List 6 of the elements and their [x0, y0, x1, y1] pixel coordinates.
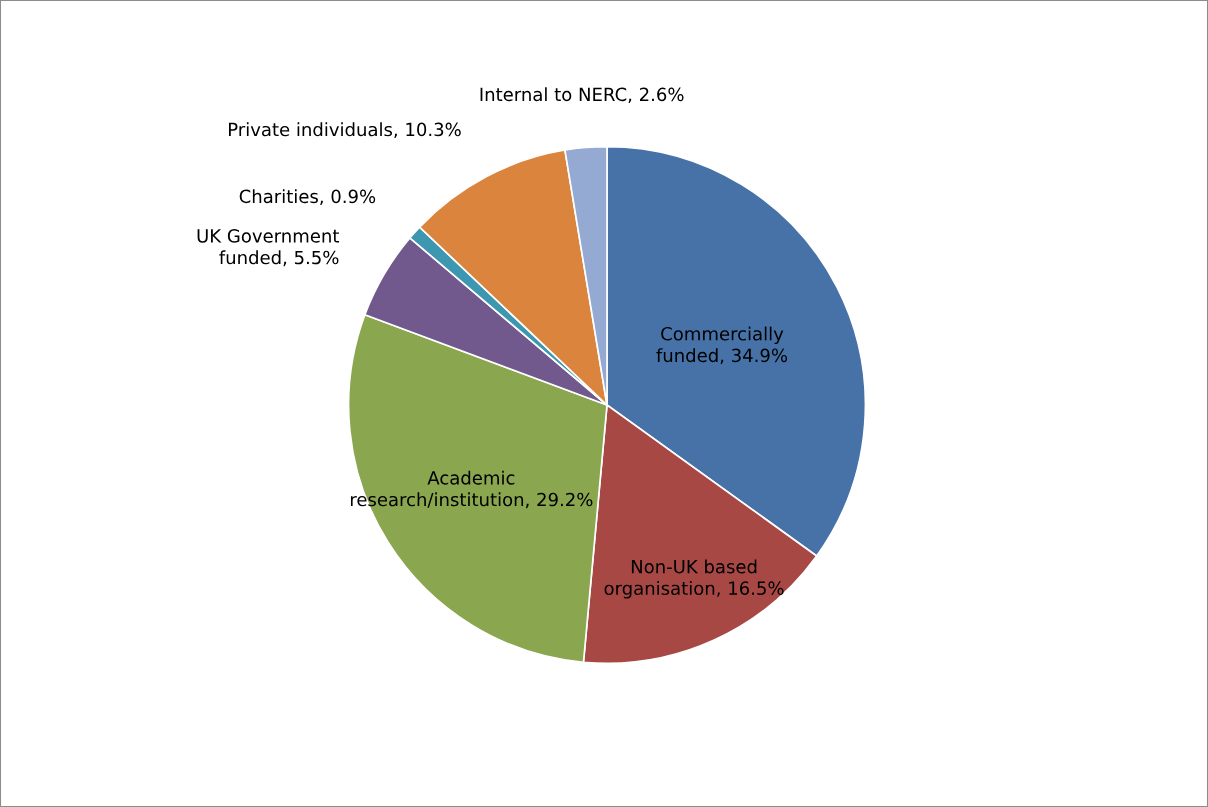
- slice-label: Non-UK based organisation, 16.5%: [604, 559, 784, 599]
- slice-label: Internal to NERC, 2.6%: [480, 87, 684, 104]
- slice-label: Commercially funded, 34.9%: [656, 326, 788, 364]
- slice-label: Charities, 0.9%: [239, 189, 376, 206]
- slice-label: UK Government funded, 5.5%: [197, 229, 340, 267]
- slice-label: Private individuals, 10.3%: [228, 122, 461, 139]
